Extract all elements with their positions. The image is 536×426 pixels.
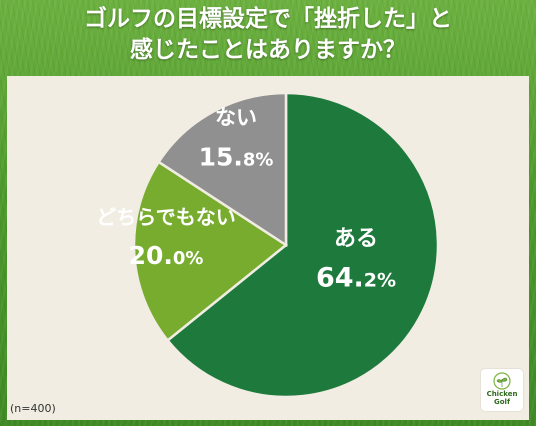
logo-text-2: Golf <box>494 398 510 406</box>
slice-nai-value: 15.8% <box>199 143 274 172</box>
title-line-2: 感じたことはありますか？ <box>130 37 406 63</box>
title-line-1: ゴルフの目標設定で「挫折した」と <box>84 6 452 32</box>
slice-nai-label: ない <box>215 106 257 130</box>
slice-dochiramonai-value: 20.0% <box>129 241 204 270</box>
slice-aru-label: ある <box>334 227 378 252</box>
slice-dochiramonai-label: どちらでもない <box>96 205 235 229</box>
slice-dochiramonai <box>132 160 289 343</box>
leaf-icon <box>493 372 511 390</box>
page-title: ゴルフの目標設定で「挫折した」と 感じたことはありますか？ <box>0 4 536 66</box>
slice-nai <box>156 91 288 248</box>
slice-aru <box>165 91 440 399</box>
chicken-golf-logo: Chicken Golf <box>481 369 523 411</box>
slice-aru-value: 64.2% <box>316 263 396 294</box>
logo-text-1: Chicken <box>486 390 518 398</box>
sample-size-note: (n=400) <box>10 402 56 415</box>
